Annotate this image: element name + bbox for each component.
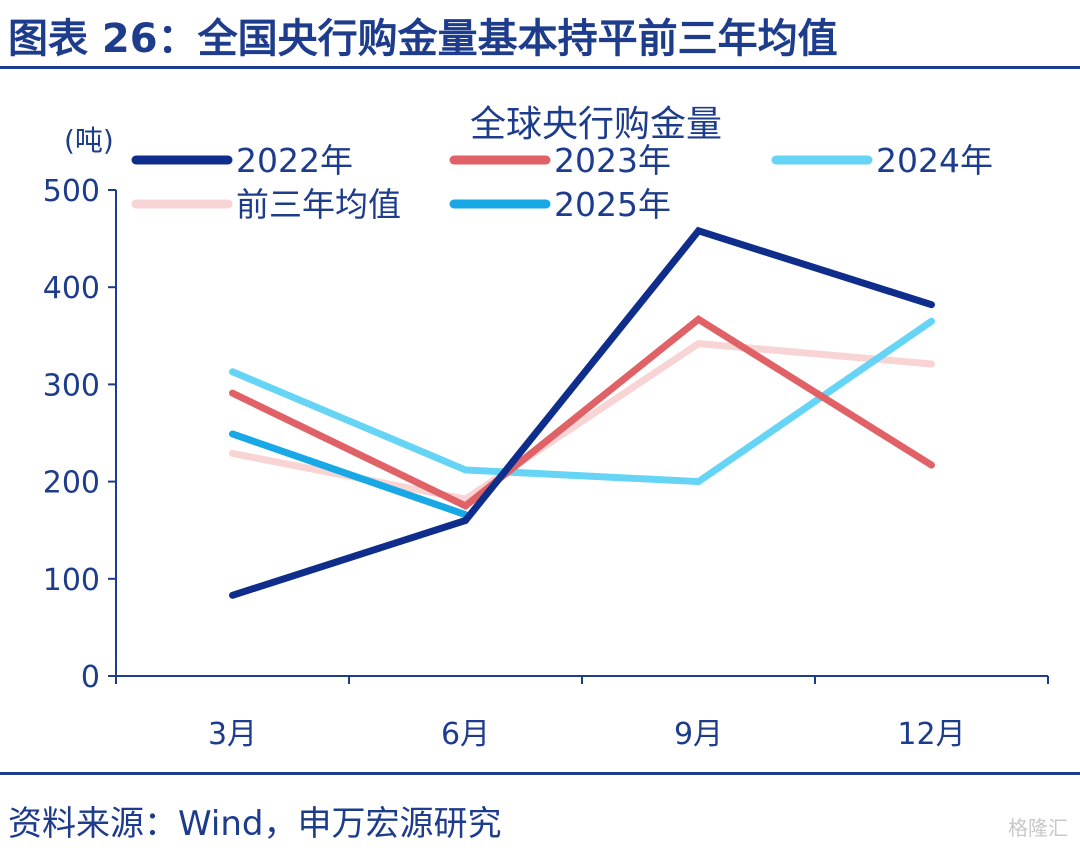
legend-label: 前三年均值 [236, 185, 401, 224]
x-tick-label: 3月 [208, 717, 257, 752]
x-tick-label: 6月 [441, 717, 490, 752]
y-tick-label: 0 [81, 660, 100, 695]
y-tick-label: 500 [43, 174, 100, 209]
series-line-0 [229, 226, 935, 599]
title-divider [0, 66, 1080, 69]
series-layer [229, 226, 935, 599]
y-tick-label: 400 [43, 271, 100, 306]
legend-label: 2022年 [236, 141, 353, 180]
axes: 0 100 200 300 400 500 3月 6月 9月 12月 [43, 174, 1049, 752]
watermark-logo: 格隆汇 [1008, 816, 1068, 840]
y-tick-label: 100 [43, 563, 100, 598]
x-tick-label: 9月 [674, 717, 723, 752]
source-divider [0, 772, 1080, 775]
x-tick-label: 12月 [897, 717, 965, 752]
series-line-1 [229, 314, 935, 511]
series-line-4 [229, 430, 469, 519]
legend-label: 2023年 [554, 141, 671, 180]
y-unit-label: (吨) [64, 124, 114, 157]
figure-title: 图表 26：全国央行购金量基本持平前三年均值 [8, 16, 838, 62]
y-tick-label: 200 [43, 466, 100, 501]
series-line-2 [229, 317, 935, 486]
legend-label: 2024年 [876, 141, 993, 180]
legend-label: 2025年 [554, 185, 671, 224]
source-note: 资料来源：Wind，申万宏源研究 [8, 804, 502, 844]
chart-title: 全球央行购金量 [470, 104, 722, 145]
y-tick-label: 300 [43, 368, 100, 403]
